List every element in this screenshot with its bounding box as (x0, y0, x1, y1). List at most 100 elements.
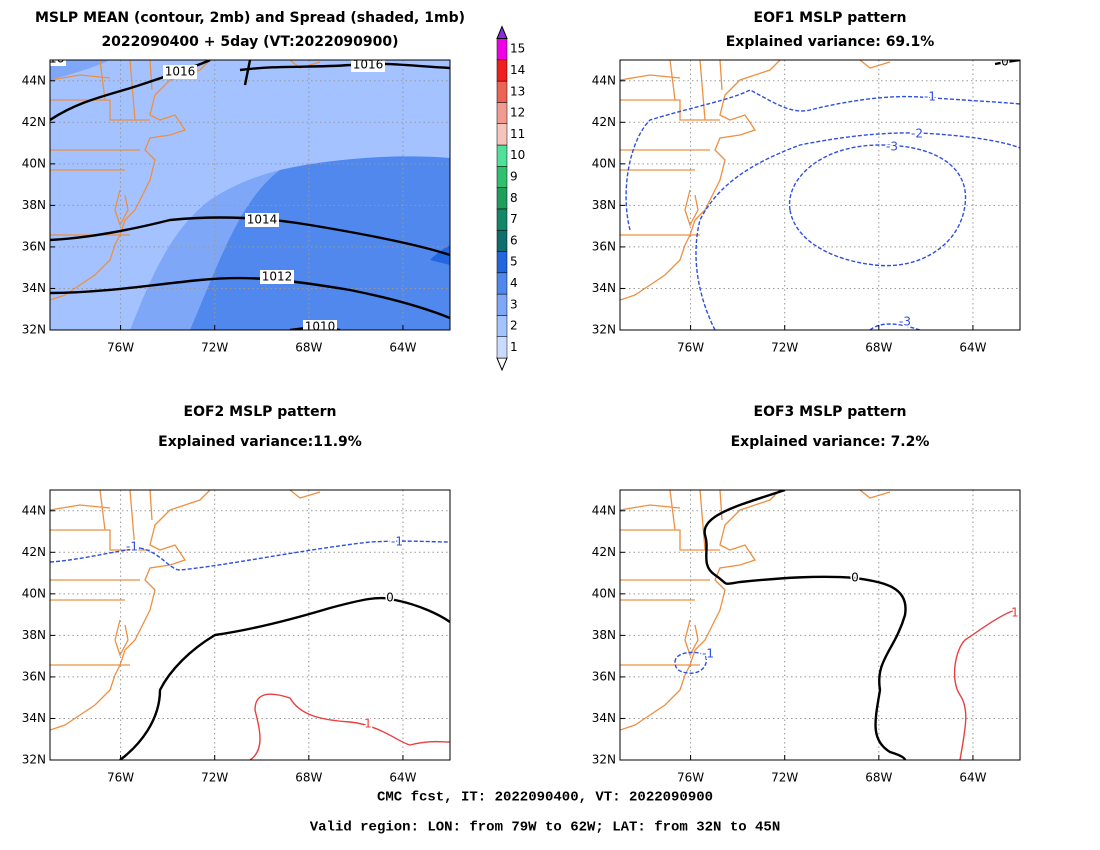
y-tick-label: 38N (22, 198, 46, 212)
plot-frame (619, 59, 1021, 331)
colorbar-label: 12 (510, 106, 525, 120)
y-tick-label: 36N (22, 239, 46, 253)
colorbar-label: 1 (510, 340, 518, 354)
x-tick-label: 76W (107, 771, 134, 785)
x-tick-label: 68W (865, 771, 892, 785)
contour-label: -1 (126, 540, 138, 554)
y-tick-label: 32N (592, 323, 616, 337)
contour-line (695, 132, 1020, 330)
contour-label: 0 (386, 591, 394, 605)
y-tick-label: 40N (592, 156, 616, 170)
y-tick-label: 40N (22, 156, 46, 170)
contour-line (674, 651, 707, 674)
colorbar-label: 7 (510, 212, 518, 226)
y-tick-label: 34N (22, 711, 46, 725)
y-tick-label: 40N (22, 586, 46, 600)
coastline (50, 490, 321, 731)
contour-label: -1 (391, 535, 403, 549)
colorbar-box (496, 293, 508, 316)
x-tick-label: 76W (677, 341, 704, 355)
colorbar-box (496, 166, 508, 188)
plot-frame (619, 489, 1021, 761)
x-tick-label: 68W (865, 341, 892, 355)
colorbar-box (496, 229, 508, 252)
contour-label: 1010 (305, 320, 336, 334)
colorbar-label: 5 (510, 255, 518, 269)
y-tick-label: 42N (592, 115, 616, 129)
colorbar-box (496, 102, 508, 124)
panel-title: EOF3 MSLP pattern (754, 404, 907, 420)
x-tick-label: 72W (201, 341, 228, 355)
colorbar-box (496, 80, 508, 103)
panel-title: EOF2 MSLP pattern (184, 404, 337, 420)
panel-subtitle: 2022090400 + 5day (VT:2022090900) (101, 34, 398, 50)
y-tick-label: 38N (22, 628, 46, 642)
panel-title: EOF1 MSLP pattern (754, 10, 907, 26)
contour-line (625, 89, 1020, 231)
plot-area: 0 -1 1 (620, 490, 1020, 760)
y-tick-label: 42N (22, 545, 46, 559)
colorbar-label: 14 (510, 63, 525, 77)
contour-label: 1016 (34, 52, 65, 66)
contour-label: 1016 (353, 58, 384, 72)
contour-label-box (351, 60, 385, 72)
colorbar-box (496, 336, 508, 359)
y-tick-label: 44N (22, 73, 46, 87)
plot-area: -1 -2 -3 -3 0 (620, 55, 1020, 330)
contour-line (869, 323, 921, 330)
contour-line (788, 144, 967, 267)
contour-label: -3 (899, 315, 911, 329)
colorbar-end (496, 357, 508, 372)
spread-shading (190, 156, 450, 330)
colorbar-end (496, 25, 508, 39)
footer-line: CMC fcst, IT: 2022090400, VT: 2022090900 (377, 790, 713, 806)
panel-subtitle: Explained variance: 69.1% (726, 34, 935, 50)
y-tick-label: 44N (592, 73, 616, 87)
colorbar-box (496, 315, 508, 337)
contour-label-box (260, 270, 294, 284)
y-tick-label: 36N (592, 239, 616, 253)
contour-label: 1 (364, 717, 372, 731)
plot-area: -1 -1 0 1 (50, 490, 450, 760)
plot-frame (49, 59, 451, 331)
colorbar-box (496, 123, 508, 146)
y-tick-label: 34N (22, 281, 46, 295)
y-tick-label: 42N (592, 545, 616, 559)
colorbar-label: 6 (510, 233, 518, 247)
contour-label: 1012 (262, 270, 293, 284)
x-tick-label: 64W (389, 771, 416, 785)
panel-subtitle: Explained variance:11.9% (158, 434, 362, 450)
y-tick-label: 40N (592, 586, 616, 600)
panel-title: MSLP MEAN (contour, 2mb) and Spread (sha… (35, 10, 465, 26)
coastline (620, 60, 891, 301)
y-tick-label: 32N (22, 323, 46, 337)
contour-label: 1 (1011, 606, 1019, 620)
colorbar-box (496, 38, 508, 61)
contour-label: -1 (702, 647, 714, 661)
panel: -1 -2 -3 -3 0 76W 72W 68W 64W 32N 34N 36N 38N 40N 42N 4… (592, 55, 1021, 355)
colorbar-box (496, 272, 508, 295)
colorbar-label: 9 (510, 169, 518, 183)
colorbar-label: 15 (510, 42, 525, 56)
colorbar-label: 2 (510, 319, 518, 333)
x-tick-label: 72W (771, 341, 798, 355)
contour-line (119, 596, 450, 760)
y-tick-label: 32N (592, 753, 616, 767)
colorbar-box (496, 144, 508, 167)
y-tick-label: 34N (592, 281, 616, 295)
colorbar-label: 3 (510, 297, 518, 311)
panel-subtitle: Explained variance: 7.2% (731, 434, 930, 450)
x-tick-label: 72W (771, 771, 798, 785)
contour-label: 0 (1001, 55, 1009, 69)
contour-line (243, 60, 252, 86)
contour-line (50, 547, 141, 563)
contour-label-box (303, 320, 337, 330)
plot-area: 1016 1016 1016 1014 1012 1010 (34, 52, 450, 334)
colorbar-box (496, 208, 508, 231)
x-tick-label: 64W (389, 341, 416, 355)
contour-line (239, 62, 450, 72)
contour-line (50, 216, 450, 257)
y-tick-label: 36N (592, 669, 616, 683)
footer: CMC fcst, IT: 2022090400, VT: 2022090900… (310, 790, 780, 836)
contour-label-box (50, 60, 66, 66)
